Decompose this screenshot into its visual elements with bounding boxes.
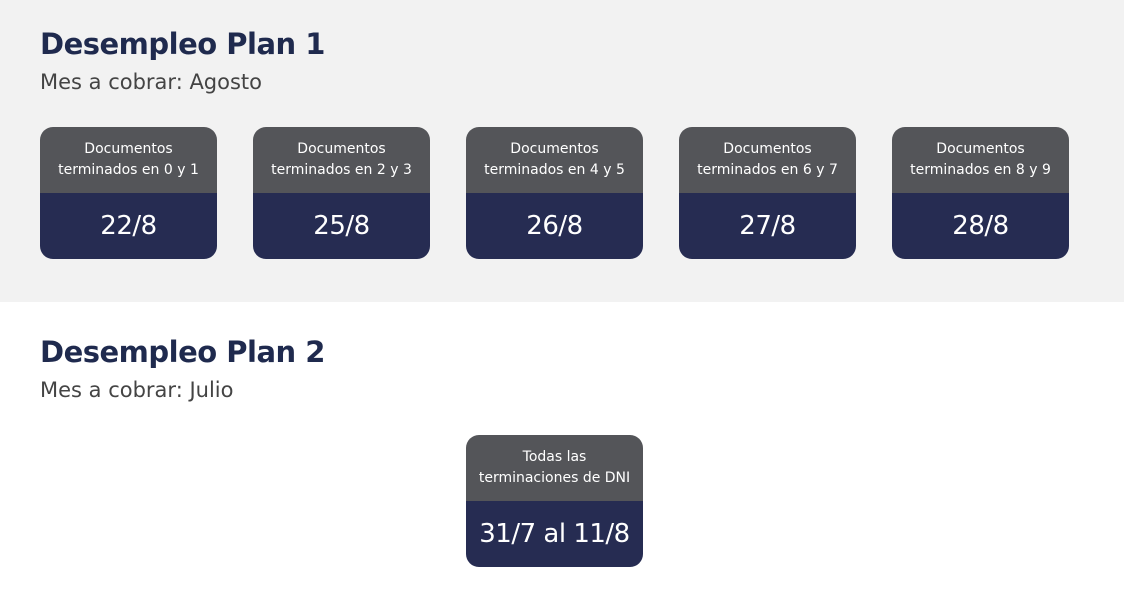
- card-label: Documentos terminados en 8 y 9: [892, 127, 1069, 193]
- plan1-title: Desempleo Plan 1: [40, 27, 325, 61]
- card-label: Todas las terminaciones de DNI: [466, 435, 643, 501]
- payment-card: Documentos terminados en 8 y 9 28/8: [892, 127, 1069, 259]
- payment-card: Todas las terminaciones de DNI 31/7 al 11…: [466, 435, 643, 567]
- card-date: 28/8: [892, 193, 1069, 259]
- plan2-title: Desempleo Plan 2: [40, 335, 325, 369]
- payment-card: Documentos terminados en 2 y 3 25/8: [253, 127, 430, 259]
- plan1-cards: Documentos terminados en 0 y 1 22/8 Docum…: [40, 127, 1084, 259]
- payment-card: Documentos terminados en 4 y 5 26/8: [466, 127, 643, 259]
- card-date: 27/8: [679, 193, 856, 259]
- card-date: 31/7 al 11/8: [466, 501, 643, 567]
- plan2-subtitle: Mes a cobrar: Julio: [40, 378, 234, 402]
- card-date: 22/8: [40, 193, 217, 259]
- card-date: 26/8: [466, 193, 643, 259]
- plan2-cards: Todas las terminaciones de DNI 31/7 al 11…: [40, 435, 1084, 567]
- card-date: 25/8: [253, 193, 430, 259]
- card-label: Documentos terminados en 2 y 3: [253, 127, 430, 193]
- plan2-section: Desempleo Plan 2 Mes a cobrar: Julio Tod…: [0, 302, 1124, 605]
- plan1-section: Desempleo Plan 1 Mes a cobrar: Agosto Do…: [0, 0, 1124, 302]
- plan1-subtitle: Mes a cobrar: Agosto: [40, 70, 263, 94]
- payment-card: Documentos terminados en 0 y 1 22/8: [40, 127, 217, 259]
- card-label: Documentos terminados en 6 y 7: [679, 127, 856, 193]
- card-label: Documentos terminados en 0 y 1: [40, 127, 217, 193]
- card-label: Documentos terminados en 4 y 5: [466, 127, 643, 193]
- payment-card: Documentos terminados en 6 y 7 27/8: [679, 127, 856, 259]
